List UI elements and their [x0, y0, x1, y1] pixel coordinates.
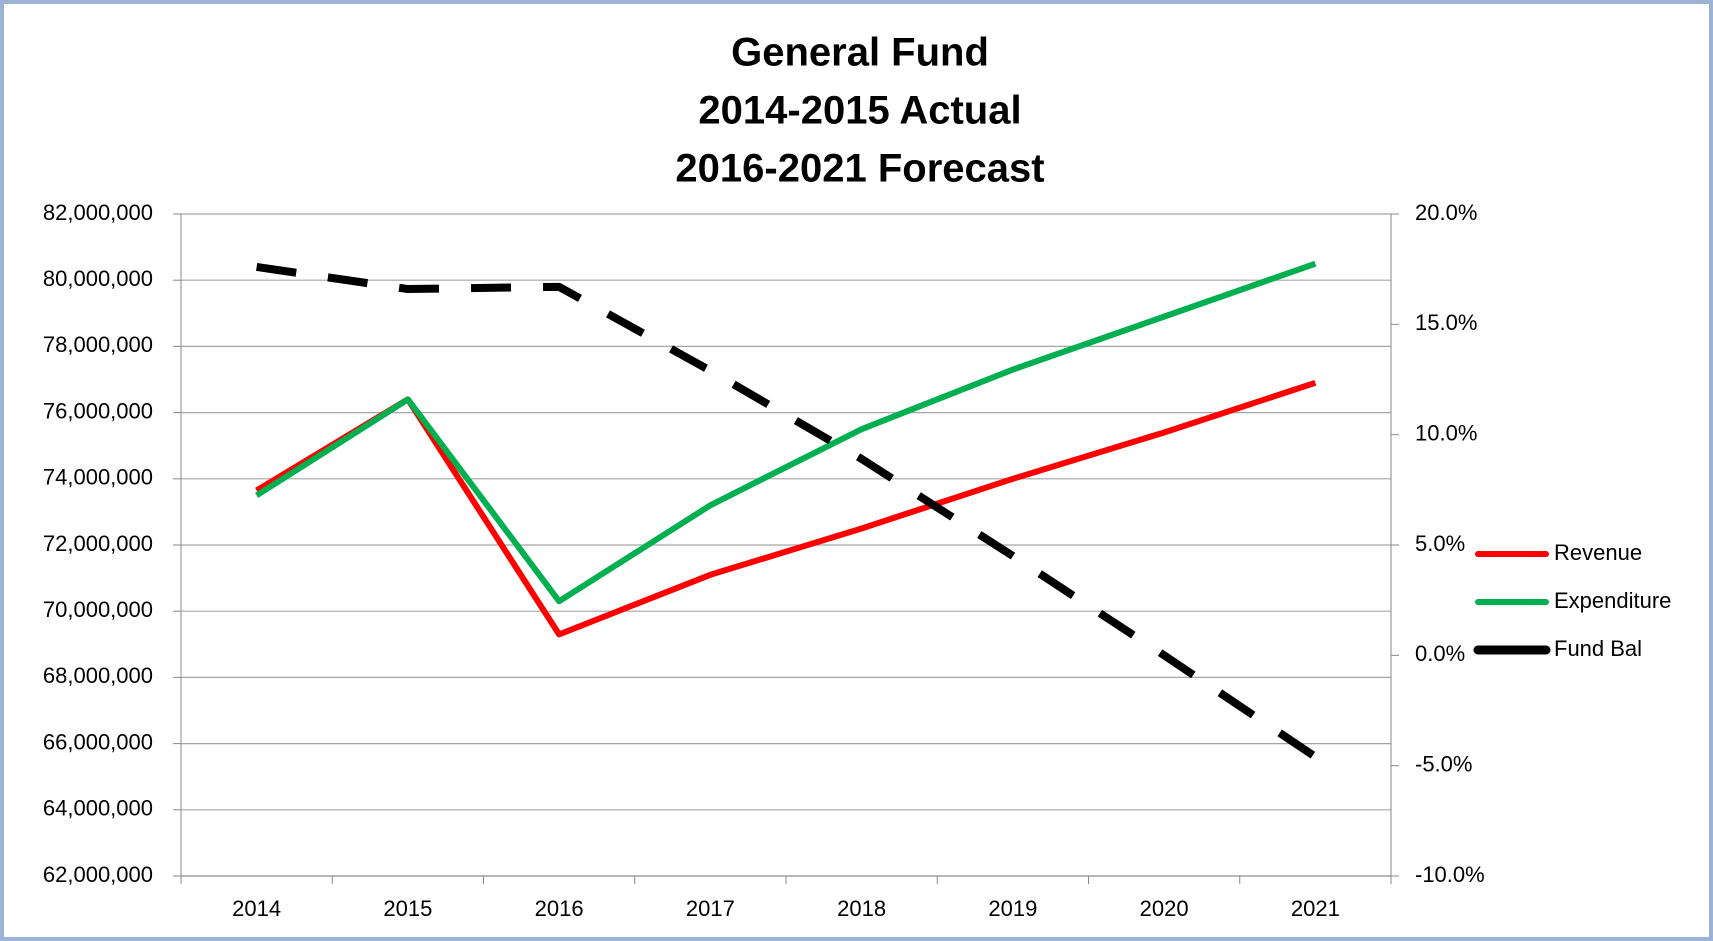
- chart-title: 2016-2021 Forecast: [675, 147, 1044, 191]
- x-tick-label: 2019: [988, 896, 1037, 921]
- x-tick-label: 2020: [1140, 896, 1189, 921]
- y2-tick-label: -5.0%: [1415, 751, 1472, 776]
- x-tick-label: 2015: [383, 896, 432, 921]
- x-tick-label: 2021: [1291, 896, 1340, 921]
- y-tick-label: 72,000,000: [43, 531, 153, 556]
- x-tick-label: 2017: [686, 896, 735, 921]
- x-tick-label: 2018: [837, 896, 886, 921]
- y2-tick-label: 5.0%: [1415, 531, 1465, 556]
- x-tick-label: 2016: [535, 896, 584, 921]
- y-tick-label: 82,000,000: [43, 200, 153, 225]
- series-line: [255, 379, 1317, 638]
- legend-label: Revenue: [1554, 540, 1642, 565]
- series-line: [255, 260, 1317, 605]
- y-tick-label: 74,000,000: [43, 465, 153, 490]
- y2-tick-label: 10.0%: [1415, 420, 1477, 445]
- y2-tick-label: 0.0%: [1415, 641, 1465, 666]
- y-tick-label: 68,000,000: [43, 663, 153, 688]
- y2-tick-label: 20.0%: [1415, 200, 1477, 225]
- x-tick-label: 2014: [232, 896, 281, 921]
- legend-label: Expenditure: [1554, 588, 1671, 613]
- y-tick-label: 70,000,000: [43, 597, 153, 622]
- y-tick-label: 66,000,000: [43, 729, 153, 754]
- y-tick-label: 64,000,000: [43, 796, 153, 821]
- chart-title: 2014-2015 Actual: [698, 89, 1021, 133]
- y2-tick-label: -10.0%: [1415, 862, 1485, 887]
- y-tick-label: 62,000,000: [43, 862, 153, 887]
- legend-label: Fund Bal: [1554, 636, 1642, 661]
- y2-tick-label: 15.0%: [1415, 310, 1477, 335]
- y-tick-label: 78,000,000: [43, 332, 153, 357]
- y-tick-label: 80,000,000: [43, 266, 153, 291]
- series-line: [256, 263, 1318, 761]
- chart-title: General Fund: [731, 31, 989, 75]
- y-tick-label: 76,000,000: [43, 398, 153, 423]
